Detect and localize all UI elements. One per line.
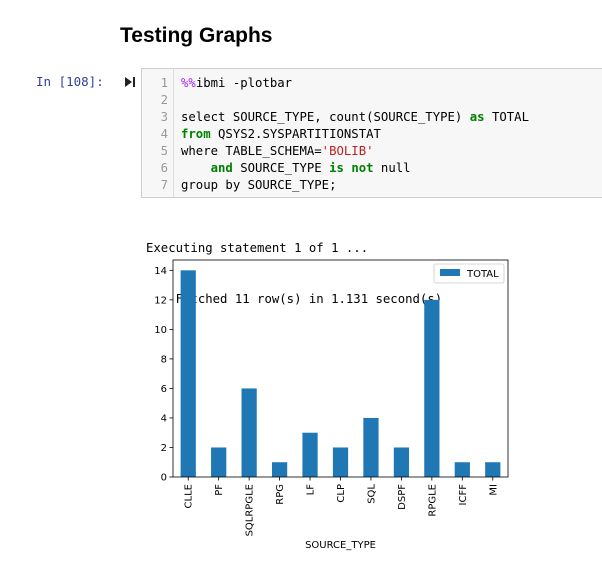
code-keyword: from [181,127,211,141]
bar-rpg [271,462,288,477]
code-text: from QSYS2.SYSPARTITIONSTAT [181,126,381,143]
x-tick-label: ICFF [458,484,469,506]
code-text: %%ibmi -plotbar [181,75,292,92]
x-tick-label: RPGLE [427,484,438,517]
bar-lf [302,432,318,477]
y-tick-label: 6 [161,384,167,395]
code-text: where TABLE_SCHEMA='BOLIB' [181,143,374,160]
code-magic: %% [181,76,196,90]
output-line: Fetched 11 row(s) in 1.131 second(s) [146,292,443,306]
code-keyword: not [351,161,374,175]
cell-prompt: In [108]: [36,74,104,89]
x-tick-label: SQLRPGLE [245,484,256,536]
y-tick-label: 10 [154,325,167,336]
line-number: 6 [160,161,168,175]
bar-mi [485,462,501,477]
bar-clle [180,270,196,477]
line-number: 4 [160,127,168,141]
line-number: 3 [160,110,168,124]
bar-pf [211,447,227,477]
legend-label: TOTAL [466,269,499,280]
code-token: select SOURCE_TYPE, count(SOURCE_TYPE) [181,110,470,124]
legend-swatch [440,269,460,276]
code-text: select SOURCE_TYPE, count(SOURCE_TYPE) a… [181,109,529,126]
bar-dspf [393,447,410,477]
line-number: 5 [160,144,168,158]
bar-icff [454,462,470,477]
code-keyword: as [469,110,485,124]
bar-sql [363,417,379,477]
y-tick-label: 0 [161,473,167,484]
code-text: and SOURCE_TYPE is not null [181,160,411,177]
run-cell-icon[interactable] [124,76,136,88]
x-tick-label: DSPF [397,484,408,510]
code-text: group by SOURCE_TYPE; [181,177,336,194]
y-tick-label: 2 [161,443,167,454]
bar-sqlrpgle [241,388,257,477]
bar-chart: 0 2 4 6 8 10 12 14 CLLE PF SQLRPGLE RPG LF CLP SQL DSPF… [154,259,509,551]
x-tick-label: MI [488,484,499,496]
line-number: 2 [160,93,168,107]
x-tick-label: CLLE [184,484,195,508]
output-line: Executing statement 1 of 1 ... [146,241,369,255]
code-cell[interactable]: 1 %%ibmi -plotbar 2 3 select SOURCE_TYPE, co… [141,68,602,198]
y-tick-label: 4 [161,413,167,424]
x-tick-label: LF [306,484,317,496]
code-token: SOURCE_TYPE [232,161,330,175]
bar-clp [332,447,349,477]
x-axis-label: SOURCE_TYPE [305,540,376,551]
legend-box [433,263,505,284]
x-tick-label: PF [214,484,225,496]
code-token: QSYS2.SYSPARTITIONSTAT [210,127,381,141]
code-token: group by SOURCE_TYPE; [181,178,337,192]
code-keyword: is [329,161,344,175]
y-tick-label: 8 [161,354,167,365]
line-number: 1 [160,76,168,90]
line-number-gutter [142,69,174,197]
code-token: null [373,161,411,175]
plot-frame [172,259,509,478]
code-token: TOTAL [484,110,529,124]
cell-output: Executing statement 1 of 1 ... Fetched 1… [146,206,442,325]
x-tick-label: RPG [275,484,286,505]
code-token [181,161,211,175]
x-tick-label: SQL [366,484,377,504]
y-tick-label: 12 [154,295,167,306]
line-number: 7 [160,178,168,192]
x-tick-label: CLP [336,484,347,503]
code-keyword: and [210,161,233,175]
code-string: 'BOLIB' [321,144,374,158]
y-tick-label: 14 [154,266,167,277]
notebook-heading: Testing Graphs [120,24,273,47]
code-token: ibmi -plotbar [195,76,293,90]
code-token: where TABLE_SCHEMA= [181,144,322,158]
bar-rpgle [424,299,440,477]
